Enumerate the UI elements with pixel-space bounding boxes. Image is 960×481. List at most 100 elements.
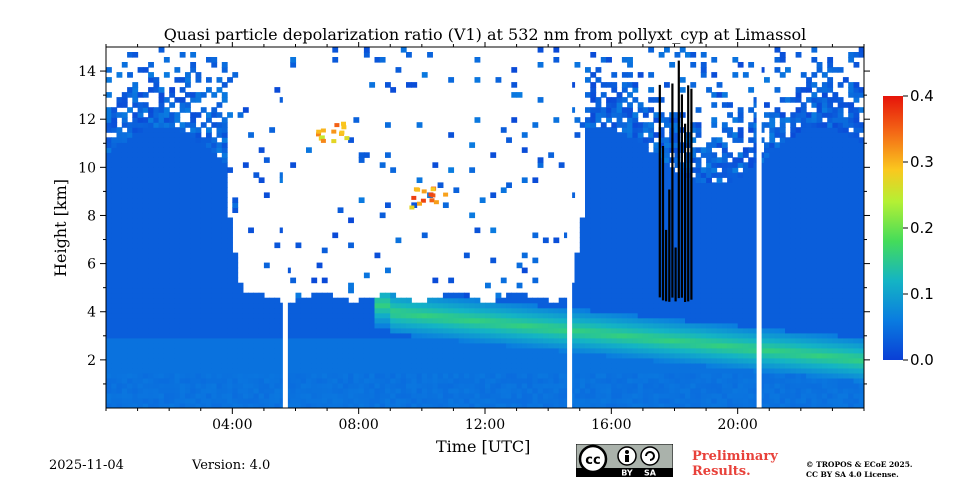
heatmap-cell <box>432 342 439 349</box>
heatmap-cell <box>721 307 728 314</box>
heatmap-cell <box>221 247 228 254</box>
heatmap-cell <box>695 347 702 354</box>
heatmap-cell <box>111 357 118 364</box>
heatmap-cell <box>700 247 707 254</box>
heatmap-cell <box>469 302 476 309</box>
heatmap-cell <box>742 277 749 284</box>
heatmap-cell <box>627 212 633 219</box>
heatmap-cell <box>258 367 265 374</box>
heatmap-cell <box>321 312 328 319</box>
heatmap-cell <box>153 342 160 349</box>
heatmap-cell <box>648 312 655 319</box>
heatmap-cell <box>611 72 618 78</box>
heatmap-cell <box>185 327 191 334</box>
heatmap-cell <box>342 307 349 314</box>
heatmap-cell <box>621 112 628 118</box>
heatmap-cell <box>648 247 655 254</box>
heatmap-cell <box>153 87 160 93</box>
heatmap-cell <box>374 307 381 314</box>
heatmap-cell <box>395 382 402 389</box>
heatmap-cell <box>637 197 644 204</box>
heatmap-cell <box>432 387 439 394</box>
heatmap-cell <box>300 337 307 344</box>
heatmap-cell <box>263 372 270 379</box>
heatmap-cell <box>621 257 628 264</box>
heatmap-cell <box>527 327 533 334</box>
heatmap-cell <box>121 403 128 408</box>
heatmap-cell <box>585 267 591 274</box>
heatmap-cell <box>321 357 328 364</box>
heatmap-cell <box>658 192 665 199</box>
heatmap-cell <box>595 142 602 148</box>
heatmap-cell <box>221 162 228 168</box>
heatmap-cell <box>200 317 207 324</box>
heatmap-cell <box>411 393 418 399</box>
heatmap-cell <box>358 398 365 404</box>
heatmap-cell <box>732 162 739 168</box>
heatmap-cell <box>211 332 218 339</box>
heatmap-cell <box>121 292 128 299</box>
heatmap-cell <box>206 382 212 389</box>
heatmap-cell <box>295 332 302 339</box>
heatmap-cell <box>121 197 128 204</box>
heatmap-cell <box>237 362 244 369</box>
heatmap-cell <box>648 72 655 78</box>
heatmap-cell <box>727 287 733 294</box>
heatmap-cell <box>227 282 233 289</box>
heatmap-cell <box>142 403 149 408</box>
heatmap-cell <box>648 177 655 184</box>
heatmap-cell <box>369 342 376 349</box>
heatmap-cell <box>553 387 560 394</box>
heatmap-cell <box>206 117 212 123</box>
heatmap-cell <box>221 292 228 299</box>
heatmap-cell <box>711 187 718 194</box>
heatmap-cell <box>595 207 602 214</box>
heatmap-cell <box>374 317 381 324</box>
heatmap-cell <box>511 393 518 399</box>
heatmap-cell <box>190 277 197 284</box>
heatmap-cell <box>585 217 591 224</box>
heatmap-cell <box>395 317 402 324</box>
heatmap-cell <box>142 107 149 113</box>
heatmap-cell <box>648 152 655 158</box>
heatmap-cell <box>448 297 455 304</box>
heatmap-cell <box>716 207 723 214</box>
heatmap-cell <box>711 393 718 399</box>
heatmap-cell <box>253 352 260 359</box>
heatmap-cell <box>195 242 202 249</box>
heatmap-cell <box>158 152 165 158</box>
heatmap-cell <box>474 362 481 369</box>
heatmap-cell <box>200 357 207 364</box>
heatmap-cell <box>227 277 233 284</box>
heatmap-cell <box>221 177 228 184</box>
heatmap-cell <box>532 322 539 329</box>
heatmap-cell <box>190 112 197 118</box>
heatmap-cell <box>263 262 270 269</box>
heatmap-cell <box>348 377 354 384</box>
heatmap-cell <box>211 297 218 304</box>
heatmap-cell <box>590 242 597 249</box>
heatmap-cell <box>221 97 228 103</box>
heatmap-cell <box>648 242 655 249</box>
heatmap-cell <box>163 337 170 344</box>
heatmap-cell <box>369 362 376 369</box>
heatmap-cell <box>132 217 139 224</box>
heatmap-cell <box>590 122 597 128</box>
heatmap-cell <box>179 212 186 219</box>
heatmap-cell <box>732 357 739 364</box>
heatmap-cell <box>153 162 160 168</box>
heatmap-cell <box>732 317 739 324</box>
heatmap-cell <box>674 262 681 269</box>
heatmap-cell <box>221 257 228 264</box>
heatmap-cell <box>179 393 186 399</box>
heatmap-cell <box>137 207 144 214</box>
heatmap-cell <box>232 202 239 209</box>
heatmap-cell <box>290 322 297 329</box>
heatmap-cell <box>711 292 718 299</box>
heatmap-cell <box>363 302 370 309</box>
heatmap-cell <box>611 367 618 374</box>
heatmap-cell <box>253 372 260 379</box>
heatmap-cell <box>690 277 697 284</box>
heatmap-cell <box>316 357 323 364</box>
heatmap-cell <box>679 357 686 364</box>
